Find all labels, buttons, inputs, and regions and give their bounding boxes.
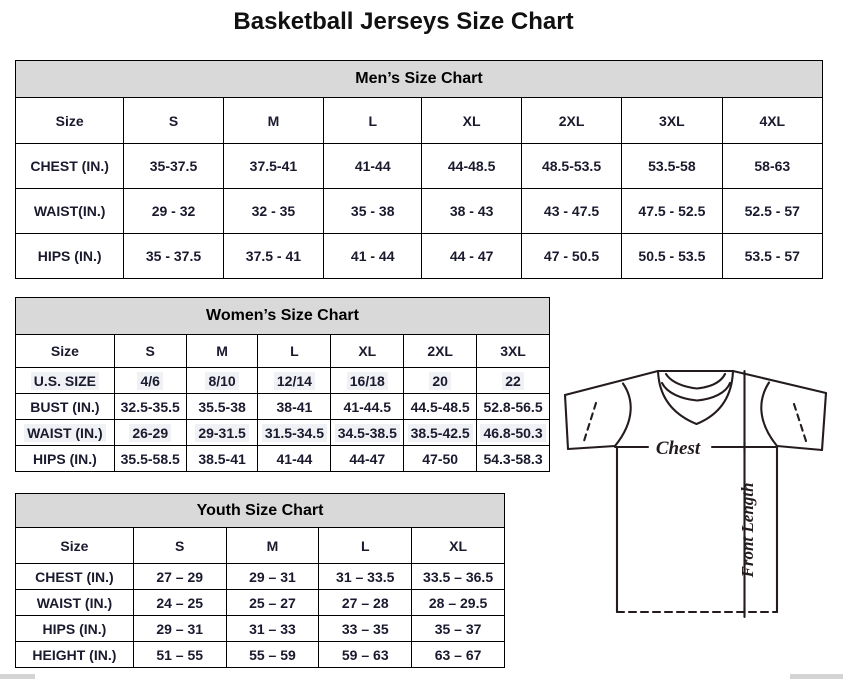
svg-text:Chest: Chest: [656, 438, 701, 459]
svg-text:Front Length: Front Length: [738, 483, 757, 579]
